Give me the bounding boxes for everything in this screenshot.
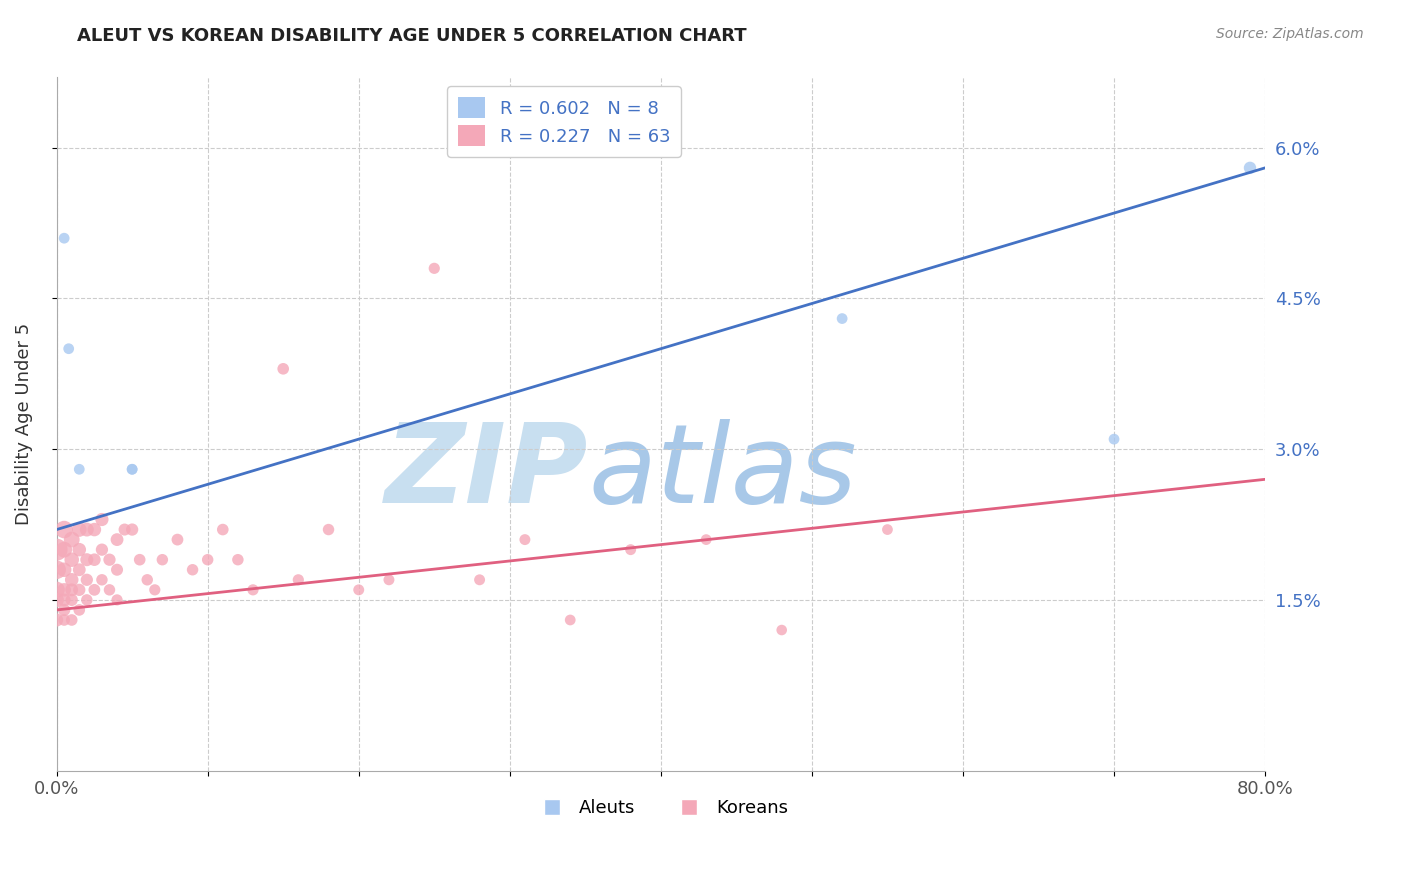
Point <box>67 582 90 597</box>
Point <box>114 523 136 537</box>
Point <box>347 582 370 597</box>
Point <box>105 563 128 577</box>
Point <box>121 462 143 476</box>
Point <box>98 552 121 566</box>
Point <box>58 342 80 356</box>
Point <box>468 573 491 587</box>
Text: atlas: atlas <box>588 419 858 526</box>
Point <box>211 523 233 537</box>
Point <box>45 582 67 597</box>
Point <box>143 582 166 597</box>
Point <box>242 582 264 597</box>
Point <box>150 552 173 566</box>
Point <box>876 523 898 537</box>
Point <box>423 261 446 276</box>
Point <box>90 512 112 526</box>
Point <box>45 542 67 557</box>
Point <box>60 552 83 566</box>
Point <box>83 523 105 537</box>
Point <box>45 613 67 627</box>
Point <box>45 563 67 577</box>
Text: Source: ZipAtlas.com: Source: ZipAtlas.com <box>1216 27 1364 41</box>
Point <box>831 311 853 326</box>
Y-axis label: Disability Age Under 5: Disability Age Under 5 <box>15 323 32 525</box>
Point <box>513 533 536 547</box>
Point <box>83 582 105 597</box>
Point <box>181 563 204 577</box>
Point <box>560 613 582 627</box>
Point <box>53 582 76 597</box>
Point <box>76 523 98 537</box>
Point <box>60 582 83 597</box>
Point <box>1102 432 1125 446</box>
Point <box>378 573 401 587</box>
Point <box>53 542 76 557</box>
Point <box>67 523 90 537</box>
Point <box>53 613 76 627</box>
Point <box>67 462 90 476</box>
Point <box>53 231 76 245</box>
Point <box>136 573 159 587</box>
Point <box>90 573 112 587</box>
Text: ZIP: ZIP <box>385 419 588 526</box>
Point <box>76 552 98 566</box>
Point <box>770 623 793 637</box>
Point <box>53 523 76 537</box>
Point <box>226 552 249 566</box>
Point <box>318 523 340 537</box>
Point <box>695 533 717 547</box>
Point <box>45 593 67 607</box>
Legend: Aleuts, Koreans: Aleuts, Koreans <box>526 791 796 824</box>
Point <box>197 552 219 566</box>
Point <box>90 542 112 557</box>
Text: ALEUT VS KOREAN DISABILITY AGE UNDER 5 CORRELATION CHART: ALEUT VS KOREAN DISABILITY AGE UNDER 5 C… <box>77 27 747 45</box>
Point <box>53 563 76 577</box>
Point <box>105 533 128 547</box>
Point <box>271 361 294 376</box>
Point <box>98 582 121 597</box>
Point <box>121 462 143 476</box>
Point <box>67 563 90 577</box>
Point <box>83 552 105 566</box>
Point <box>105 593 128 607</box>
Point <box>76 593 98 607</box>
Point <box>53 603 76 617</box>
Point <box>166 533 188 547</box>
Point <box>620 542 643 557</box>
Point <box>287 573 309 587</box>
Point <box>60 613 83 627</box>
Point <box>128 552 150 566</box>
Point <box>67 542 90 557</box>
Point <box>76 573 98 587</box>
Point <box>60 573 83 587</box>
Point <box>53 593 76 607</box>
Point <box>1239 161 1261 175</box>
Point <box>60 593 83 607</box>
Point <box>60 533 83 547</box>
Point <box>67 603 90 617</box>
Point <box>121 523 143 537</box>
